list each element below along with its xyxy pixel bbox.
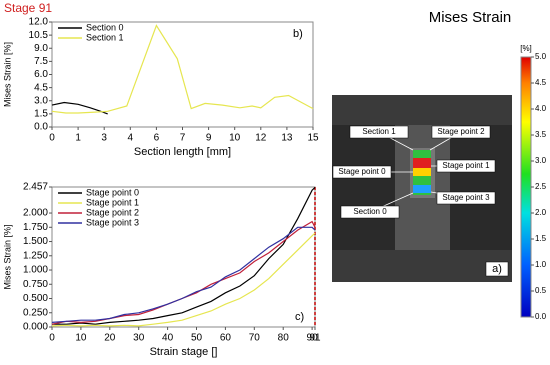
image-label: Stage point 3: [442, 193, 490, 202]
y-tick-label: 2.457: [23, 182, 48, 193]
colorbar-tick-label: 5.0: [535, 52, 547, 61]
legend-label: Stage point 3: [86, 217, 139, 227]
x-tick-label: 70: [249, 333, 261, 344]
colorbar-tick-label: 4.5: [535, 78, 547, 87]
series-line: [52, 186, 316, 325]
x-tick-label: 0: [49, 133, 55, 144]
y-tick-label: 1.000: [23, 265, 48, 276]
y-tick-label: 1.250: [23, 250, 48, 261]
y-axis-label: Mises Strain [%]: [2, 42, 12, 107]
x-tick-label: 4: [128, 133, 134, 144]
legend-label: Section 0: [86, 22, 124, 32]
y-tick-label: 9.0: [34, 43, 48, 54]
image-label: Section 0: [353, 207, 387, 216]
figure-title: Mises Strain: [429, 9, 512, 26]
colorbar: [520, 56, 532, 318]
label-box: [431, 125, 491, 139]
x-tick-label: 80: [278, 333, 290, 344]
x-tick-label: 1: [75, 133, 81, 144]
x-tick-label: 3: [101, 133, 107, 144]
legend-label: Stage point 1: [86, 197, 139, 207]
colorbar-tick-label: 2.5: [535, 182, 547, 191]
x-tick-label: 6: [154, 133, 160, 144]
x-axis-label: Strain stage []: [150, 346, 218, 358]
x-tick-label: 30: [133, 333, 145, 344]
y-tick-label: 2.000: [23, 208, 48, 219]
y-tick-label: 10.5: [29, 30, 49, 41]
colorbar-tick-label: 3.0: [535, 156, 547, 165]
y-tick-label: 1.5: [34, 109, 48, 120]
x-tick-label: 13: [281, 133, 293, 144]
y-tick-label: 0.500: [23, 293, 48, 304]
image-label: Stage point 1: [442, 161, 490, 170]
image-label: Stage point 0: [338, 167, 386, 176]
series-line: [51, 232, 316, 327]
x-tick-label: 90: [307, 333, 319, 344]
colorbar-tick-label: 1.5: [535, 234, 547, 243]
y-tick-label: 3.0: [34, 95, 48, 106]
x-tick-label: 12: [255, 133, 267, 144]
x-tick-label: 9: [206, 133, 212, 144]
x-tick-label: 0: [49, 333, 55, 344]
y-tick-label: 1.500: [23, 236, 48, 247]
x-tick-label: 50: [191, 333, 203, 344]
panel-label: b): [293, 28, 303, 40]
x-tick-label: 15: [307, 133, 319, 144]
label-box: [340, 205, 400, 219]
y-tick-label: 0.250: [23, 307, 48, 318]
colorbar-tick-label: 4.0: [535, 104, 547, 113]
colorbar-tick-label: 0.0: [535, 312, 547, 321]
x-tick-label: 60: [220, 333, 232, 344]
colorbar-tick-label: 0.5: [535, 286, 547, 295]
label-box: [436, 159, 496, 173]
x-tick-label: 91: [309, 333, 321, 344]
series-line: [51, 24, 314, 114]
y-tick-label: 7.5: [34, 56, 48, 67]
label-box: [485, 261, 509, 277]
x-tick-label: 10: [229, 133, 241, 144]
stage-label: Stage 91: [4, 1, 52, 15]
x-tick-label: 40: [162, 333, 174, 344]
x-axis-label: Section length [mm]: [134, 146, 231, 158]
label-box: [332, 165, 392, 179]
panel-label: c): [295, 311, 304, 323]
series-line: [51, 226, 316, 323]
label-box: [436, 191, 496, 205]
image-label: Stage point 2: [437, 127, 485, 136]
x-tick-label: 20: [104, 333, 116, 344]
y-axis-label: Mises Strain [%]: [2, 224, 12, 289]
colorbar-tick-label: 2.0: [535, 208, 547, 217]
panel-label: a): [492, 263, 502, 275]
y-tick-label: 0.000: [23, 322, 48, 333]
y-tick-label: 6.0: [34, 69, 48, 80]
colorbar-tick-label: 3.5: [535, 130, 547, 139]
legend-label: Stage point 0: [86, 187, 139, 197]
image-label: Section 1: [362, 127, 396, 136]
y-tick-label: 1.750: [23, 222, 48, 233]
x-tick-label: 7: [180, 133, 186, 144]
y-tick-label: 0.0: [34, 122, 48, 133]
legend-label: Section 1: [86, 32, 124, 42]
colorbar-label: [%]: [520, 44, 532, 53]
image-panel: [332, 95, 512, 282]
y-tick-label: 4.5: [34, 82, 48, 93]
x-tick-label: 10: [75, 333, 87, 344]
colorbar-tick-label: 1.0: [535, 260, 547, 269]
series-line: [51, 220, 316, 325]
y-tick-label: 12.0: [29, 17, 49, 28]
y-tick-label: 0.750: [23, 279, 48, 290]
label-box: [349, 125, 409, 139]
legend-label: Stage point 2: [86, 207, 139, 217]
